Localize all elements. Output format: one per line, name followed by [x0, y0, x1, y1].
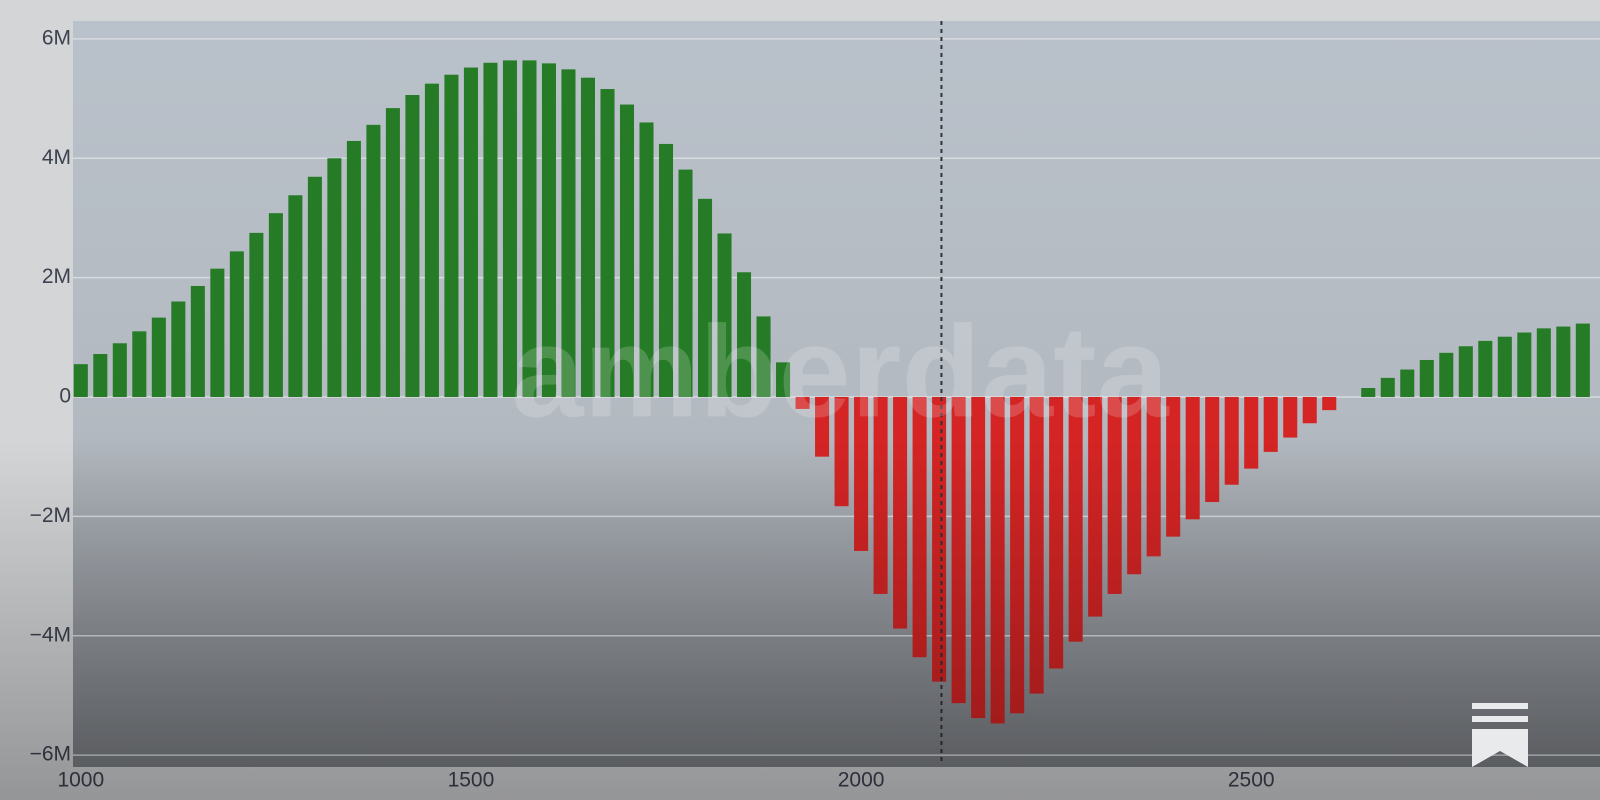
x-tick-label: 1000	[57, 769, 104, 792]
bar	[1478, 340, 1493, 397]
x-tick-label: 1500	[448, 769, 495, 792]
y-tick-label: 4M	[42, 146, 71, 169]
bar	[249, 232, 264, 397]
y-tick-label: 2M	[42, 265, 71, 288]
bar	[366, 124, 381, 397]
bar	[171, 301, 186, 397]
bar	[229, 251, 244, 397]
bar	[346, 140, 361, 397]
bar	[444, 74, 459, 397]
bar	[1517, 332, 1532, 397]
bar	[268, 213, 283, 397]
bar	[1244, 396, 1259, 469]
bar	[1556, 326, 1571, 397]
x-tick-label: 2500	[1228, 769, 1275, 792]
bar	[1400, 369, 1415, 397]
bar	[1302, 396, 1317, 424]
bar	[1497, 336, 1512, 397]
y-tick-label: −4M	[30, 623, 71, 646]
bar	[1419, 359, 1434, 397]
bar	[1439, 352, 1454, 397]
bar	[971, 396, 986, 719]
bar	[1224, 396, 1239, 485]
bar	[1010, 396, 1025, 714]
bar	[93, 354, 108, 397]
y-tick-label: −6M	[30, 743, 71, 766]
bar	[1361, 388, 1376, 397]
bar	[1283, 396, 1298, 438]
bar	[73, 364, 88, 397]
bar	[1263, 396, 1278, 452]
bar	[483, 62, 498, 397]
bar	[327, 158, 342, 397]
bar	[132, 331, 147, 397]
bar	[1536, 328, 1551, 397]
bar	[385, 108, 400, 397]
bar	[1185, 396, 1200, 520]
bar	[307, 176, 322, 397]
bar	[190, 285, 205, 397]
bar	[288, 195, 303, 397]
publisher-icon	[1472, 703, 1528, 767]
bar	[405, 95, 420, 397]
y-tick-label: −2M	[30, 504, 71, 527]
bar	[1322, 396, 1337, 411]
bar	[424, 83, 439, 397]
y-tick-label: 0	[59, 385, 71, 408]
bar	[1575, 323, 1590, 397]
x-tick-label: 2000	[838, 769, 885, 792]
bar	[990, 396, 1005, 724]
bar	[1458, 346, 1473, 397]
bar	[463, 67, 478, 397]
bar	[112, 343, 127, 397]
bar	[151, 317, 166, 397]
bar	[210, 268, 225, 397]
y-tick-label: 6M	[42, 26, 71, 49]
bar	[1380, 377, 1395, 397]
bar	[1205, 396, 1220, 503]
watermark: amberdata	[511, 298, 1170, 444]
